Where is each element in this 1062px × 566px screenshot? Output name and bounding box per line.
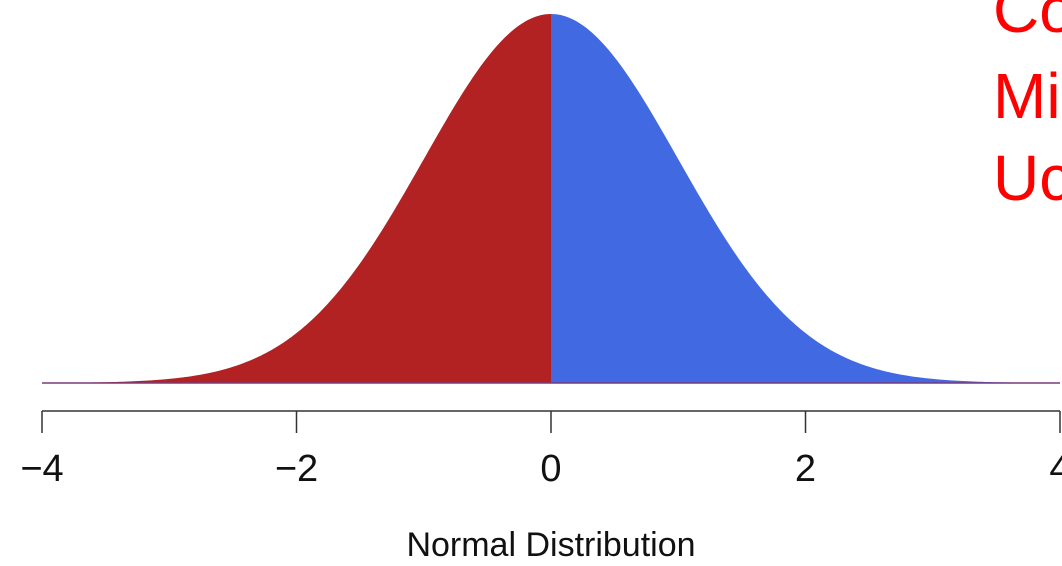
x-axis: −4 −2 0 2 4	[20, 410, 1062, 490]
x-tick-label: 4	[1049, 448, 1062, 490]
x-tick-label: 0	[540, 448, 561, 490]
x-tick-label: 2	[795, 448, 816, 490]
x-tick-label: −2	[275, 448, 318, 490]
density-area-1	[42, 14, 551, 383]
side-text-line-2: Mi	[993, 60, 1061, 132]
density-areas	[42, 14, 1060, 383]
side-text-line-1: Co	[993, 0, 1062, 46]
density-area-2	[551, 14, 1060, 383]
side-text-line-3: Uc	[993, 142, 1062, 214]
x-axis-title: Normal Distribution	[406, 526, 695, 564]
x-tick-label: −4	[20, 448, 63, 490]
